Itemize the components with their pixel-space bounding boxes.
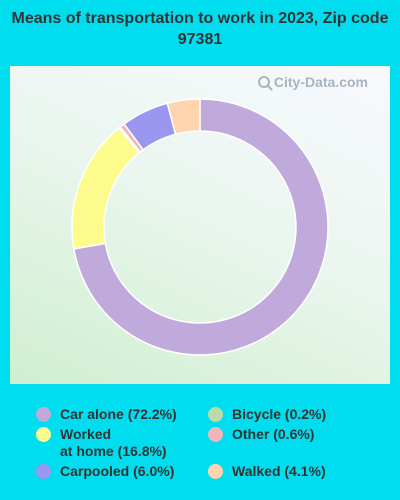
legend-label-4: Carpooled (6.0%) bbox=[60, 463, 175, 479]
legend-swatch-4 bbox=[36, 464, 51, 479]
magnifier-icon bbox=[257, 76, 270, 88]
legend-item-5: Walked (4.1%) bbox=[208, 463, 326, 480]
legend-swatch-1 bbox=[208, 407, 223, 422]
legend-swatch-5 bbox=[208, 464, 223, 479]
legend-label-2: Worked at home (16.8%) bbox=[60, 426, 167, 459]
legend-item-1: Bicycle (0.2%) bbox=[208, 406, 326, 423]
legend-item-2: Worked at home (16.8%) bbox=[36, 426, 167, 460]
legend-label-0: Car alone (72.2%) bbox=[60, 406, 177, 422]
slice-0 bbox=[73, 98, 329, 356]
legend-label-3: Other (0.6%) bbox=[232, 426, 315, 442]
legend-label-1: Bicycle (0.2%) bbox=[232, 406, 327, 422]
legend-swatch-3 bbox=[208, 427, 223, 442]
legend-label-5: Walked (4.1%) bbox=[232, 463, 326, 479]
slice-5 bbox=[166, 98, 201, 136]
legend-item-4: Carpooled (6.0%) bbox=[36, 463, 174, 480]
watermark-text: City-Data.com bbox=[273, 74, 368, 90]
legend-item-3: Other (0.6%) bbox=[208, 426, 314, 443]
legend-item-0: Car alone (72.2%) bbox=[36, 406, 177, 423]
watermark: City-Data.com bbox=[257, 74, 368, 90]
legend-swatch-2 bbox=[36, 427, 51, 442]
slice-2 bbox=[71, 126, 141, 250]
legend-swatch-0 bbox=[36, 407, 51, 422]
legend: Car alone (72.2%) Bicycle (0.2%) Worked at… bbox=[0, 398, 400, 498]
chart-title: Means of transportation to work in 2023,… bbox=[11, 10, 389, 48]
